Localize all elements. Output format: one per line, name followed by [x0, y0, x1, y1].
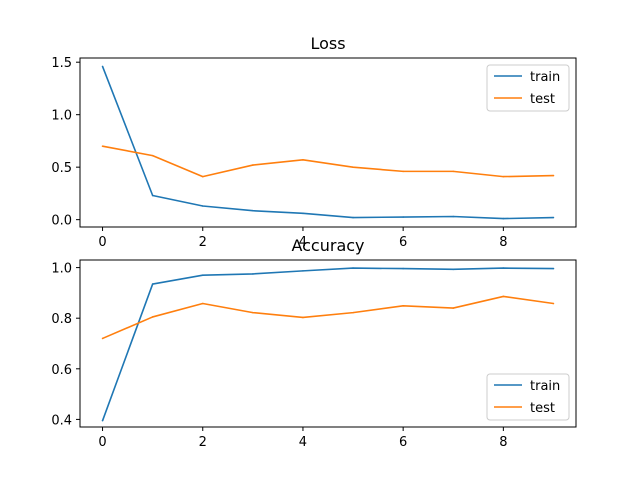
data-point-train-4: [302, 212, 304, 215]
data-point-train-2: [201, 274, 204, 276]
chart-panels: 0 2 4 6 8 0.0 0.5 1.0 1.5 Loss train test 0 2 4 6 8 0.4 0.…: [51, 34, 577, 450]
data-point-test-4: [302, 159, 304, 161]
data-point-train-1: [151, 194, 154, 197]
y-tick-label: 1.0: [51, 262, 72, 277]
data-point-test-7: [452, 170, 455, 173]
x-tick-label: 6: [399, 435, 407, 450]
data-point-test-7: [452, 307, 455, 309]
y-tick-label: 0.6: [51, 363, 72, 378]
data-point-train-8: [502, 267, 505, 269]
data-point-train-6: [402, 267, 404, 270]
data-point-train-8: [502, 217, 505, 220]
x-tick-label: 2: [199, 235, 207, 250]
y-tick-label: 0.5: [51, 161, 72, 176]
data-point-train-3: [252, 209, 254, 212]
series-line-train: [101, 66, 554, 220]
data-point-train-4: [302, 270, 304, 272]
legend-label-train: train: [530, 70, 560, 85]
y-tick-label: 0.8: [51, 312, 72, 327]
data-point-test-5: [352, 311, 354, 314]
x-tick-label: 4: [299, 435, 307, 450]
data-point-train-9: [552, 267, 555, 270]
x-tick-label: 8: [499, 235, 507, 250]
x-tick-label: 6: [399, 235, 407, 250]
data-point-train-6: [402, 216, 404, 218]
data-point-train-1: [151, 283, 154, 285]
legend-label-train: train: [530, 379, 560, 394]
data-point-test-0: [101, 145, 104, 147]
data-point-test-5: [352, 166, 354, 168]
x-tick-label: 2: [199, 435, 207, 450]
data-point-test-8: [502, 175, 505, 178]
chart-2: 0 2 4 6 8 0.4 0.6 0.8 1.0 Accuracy train test: [51, 236, 577, 450]
legend: train test: [486, 373, 570, 421]
data-point-test-2: [201, 175, 204, 178]
chart-1: 0 2 4 6 8 0.0 0.5 1.0 1.5 Loss train test: [51, 34, 577, 250]
chart-title: Accuracy: [291, 236, 364, 255]
x-tick-label: 0: [98, 235, 106, 250]
data-point-test-3: [252, 311, 254, 314]
x-tick-label: 4: [299, 235, 307, 250]
data-point-train-0: [101, 419, 104, 422]
data-point-test-9: [552, 302, 555, 305]
data-point-test-2: [201, 302, 204, 305]
data-point-train-0: [101, 65, 104, 68]
data-point-test-1: [151, 316, 154, 318]
data-point-test-0: [101, 337, 104, 340]
data-point-test-6: [402, 170, 404, 173]
x-tick-label: 8: [499, 435, 507, 450]
legend-label-test: test: [530, 401, 555, 416]
data-point-train-9: [552, 216, 555, 219]
data-point-test-4: [302, 316, 304, 319]
data-point-train-7: [452, 268, 455, 271]
data-point-test-1: [151, 154, 154, 157]
data-point-test-3: [252, 164, 254, 166]
series-line-test: [102, 145, 554, 178]
chart-title: Loss: [310, 34, 345, 53]
y-tick-label: 0.0: [51, 214, 72, 229]
data-point-train-5: [352, 267, 354, 269]
data-point-train-3: [252, 273, 254, 275]
y-tick-label: 1.5: [51, 56, 72, 71]
data-point-test-9: [552, 174, 555, 177]
x-tick-label: 0: [98, 435, 106, 450]
data-point-train-2: [201, 205, 204, 207]
data-point-train-5: [352, 216, 354, 219]
series-line-train: [101, 267, 554, 421]
y-tick-label: 0.4: [51, 413, 72, 428]
data-point-train-7: [452, 215, 455, 218]
data-point-test-8: [502, 295, 505, 298]
y-tick-label: 1.0: [51, 109, 72, 124]
axes-frame: [79, 57, 577, 228]
data-point-test-6: [402, 304, 404, 307]
series-line-test: [102, 295, 554, 340]
legend-label-test: test: [530, 92, 555, 107]
legend: train test: [486, 64, 570, 112]
axes-frame: [79, 259, 577, 428]
